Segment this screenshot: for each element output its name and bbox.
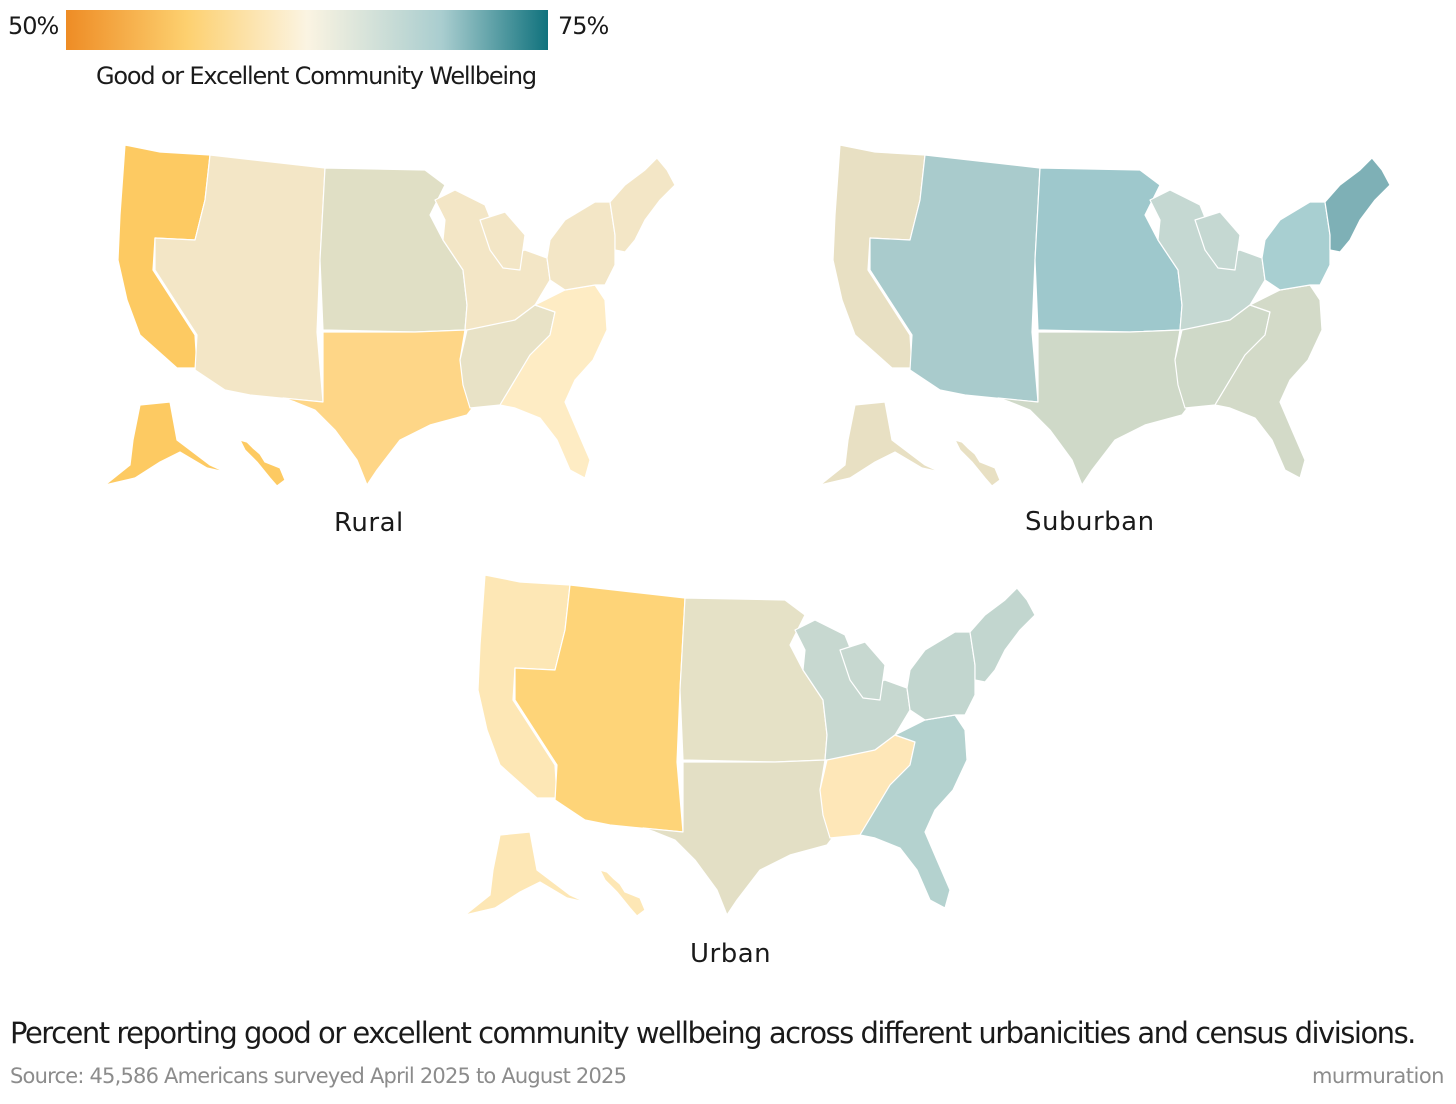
division-new-england [1324, 157, 1391, 253]
map-svg [104, 144, 676, 487]
division-pacific [239, 439, 286, 487]
division-middle-atlantic [906, 631, 976, 721]
division-mountain [154, 154, 326, 403]
map-label-urban: Urban [690, 939, 772, 969]
division-west-north-central [1034, 167, 1183, 333]
division-mountain [869, 154, 1041, 403]
division-pacific [819, 401, 941, 486]
brand-label: murmuration [1311, 1064, 1445, 1088]
division-pacific [464, 831, 586, 916]
map-svg [819, 144, 1391, 487]
division-pacific [954, 439, 1001, 487]
map-label-rural: Rural [334, 508, 404, 538]
map-label-suburban: Suburban [1025, 507, 1155, 537]
source-note: Source: 45,586 Americans surveyed April … [10, 1064, 627, 1088]
division-middle-atlantic [546, 201, 616, 291]
division-pacific [104, 401, 226, 486]
map-rural [85, 140, 676, 490]
division-south-atlantic [499, 284, 608, 479]
division-south-atlantic [859, 714, 968, 909]
map-suburban [800, 140, 1391, 490]
division-south-atlantic [1214, 284, 1323, 479]
division-mountain [514, 584, 686, 833]
division-east-north-central [839, 641, 886, 701]
division-new-england [609, 157, 676, 253]
division-pacific [599, 869, 646, 917]
legend-min-label: 50% [8, 12, 59, 40]
map-urban [445, 570, 1036, 920]
division-middle-atlantic [1261, 201, 1331, 291]
division-east-north-central [479, 211, 526, 271]
division-new-england [969, 587, 1036, 683]
division-east-north-central [1194, 211, 1241, 271]
chart-caption: Percent reporting good or excellent comm… [10, 1016, 1416, 1050]
legend-title: Good or Excellent Community Wellbeing [96, 62, 537, 90]
division-west-north-central [679, 597, 828, 763]
legend-max-label: 75% [558, 12, 609, 40]
legend-color-bar [66, 10, 548, 50]
map-svg [464, 574, 1036, 917]
division-west-north-central [319, 167, 468, 333]
